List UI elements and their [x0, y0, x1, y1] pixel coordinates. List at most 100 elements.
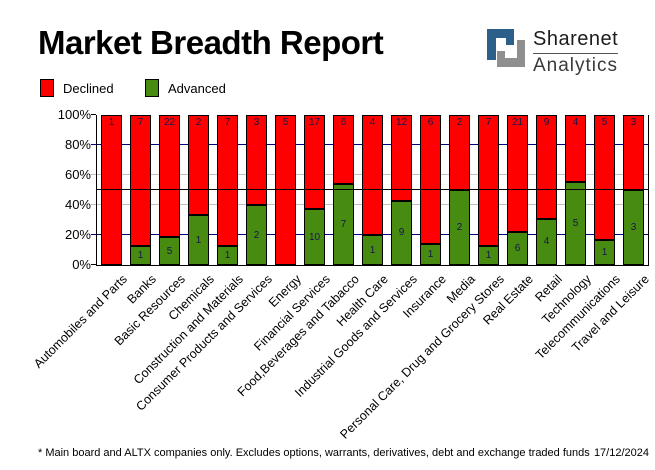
bar-value-advanced: 1 — [224, 250, 231, 262]
bar-value-declined: 6 — [340, 117, 347, 128]
bar-segment-advanced: 5 — [565, 181, 586, 265]
bar-value-declined: 17 — [308, 117, 321, 128]
bar-segment-declined: 3 — [623, 115, 644, 190]
y-axis-tick-100 — [91, 114, 96, 115]
bar-value-advanced: 10 — [308, 231, 321, 243]
bar-value-advanced: 5 — [572, 217, 579, 229]
bar-segment-advanced: 1 — [130, 246, 151, 265]
legend-label-declined: Declined — [63, 80, 114, 96]
advanced-swatch-icon — [145, 79, 159, 97]
bar-value-declined: 7 — [224, 117, 231, 128]
y-axis-label-60: 60% — [64, 167, 91, 182]
bar-value-declined: 2 — [195, 117, 202, 128]
bar-segment-declined: 7 — [217, 115, 238, 247]
bar-segment-declined: 7 — [478, 115, 499, 247]
bar-segment-advanced: 2 — [246, 205, 267, 265]
bar-segment-declined: 1 — [101, 115, 122, 265]
bar-segment-advanced: 1 — [594, 240, 615, 265]
bar-value-declined: 7 — [137, 117, 144, 128]
report-date: 17/12/2024 — [593, 447, 649, 459]
gridline-50 — [97, 189, 648, 190]
bar-value-declined: 21 — [511, 117, 524, 128]
chart-plot-area: 0% 20% 40% 60% 80% 100% 1 7 1 22 5 2 1 7 1 3 2 5 17 10 6 7 4 1 1… — [58, 107, 649, 272]
y-axis-tick-80 — [91, 144, 96, 145]
bar-financial-services: 17 10 — [304, 115, 325, 265]
bar-value-advanced: 9 — [398, 227, 405, 239]
bar-segment-advanced: 7 — [333, 184, 354, 265]
bar-value-advanced: 5 — [166, 245, 173, 257]
y-axis-tick-60 — [91, 174, 96, 175]
logo-text: Sharenet Analytics — [533, 28, 619, 77]
y-axis-label-20: 20% — [64, 227, 91, 242]
y-axis-tick-20 — [91, 234, 96, 235]
bar-value-advanced: 2 — [456, 222, 463, 233]
bar-segment-advanced: 3 — [623, 190, 644, 265]
bar-segment-declined: 17 — [304, 115, 325, 210]
bar-industrial-goods-and-services: 12 9 — [391, 115, 412, 265]
bar-segment-advanced: 2 — [449, 190, 470, 265]
y-axis-tick-0 — [91, 264, 96, 265]
bar-segment-advanced: 1 — [362, 235, 383, 265]
sharenet-logo-mark-icon — [486, 28, 526, 68]
y-axis-label-0: 0% — [72, 257, 91, 272]
bar-value-advanced: 7 — [340, 219, 347, 231]
bar-value-declined: 2 — [456, 117, 463, 128]
bar-segment-advanced: 10 — [304, 209, 325, 265]
bar-segment-declined: 5 — [594, 115, 615, 240]
bar-value-declined: 4 — [369, 117, 376, 128]
bar-value-advanced: 3 — [630, 222, 637, 233]
y-axis-label-100: 100% — [57, 107, 91, 122]
bar-segment-declined: 2 — [449, 115, 470, 190]
footnote: * Main board and ALTX companies only. Ex… — [38, 447, 590, 459]
bar-segment-advanced: 9 — [391, 200, 412, 265]
bar-segment-advanced: 4 — [536, 218, 557, 265]
bar-value-declined: 12 — [395, 117, 408, 128]
bar-value-declined: 6 — [427, 117, 434, 128]
bar-segment-advanced: 6 — [507, 231, 528, 265]
declined-swatch-icon — [40, 79, 54, 97]
bar-segment-advanced: 1 — [188, 215, 209, 265]
bar-segment-advanced: 5 — [159, 237, 180, 265]
bar-segment-declined: 7 — [130, 115, 151, 247]
bar-value-declined: 22 — [163, 117, 176, 128]
bar-segment-advanced: 1 — [420, 243, 441, 265]
bar-automobiles-and-parts: 1 — [101, 115, 122, 265]
bar-energy: 5 — [275, 115, 296, 265]
bar-value-advanced: 6 — [514, 242, 521, 254]
bar-segment-declined: 12 — [391, 115, 412, 201]
legend-item-declined: Declined — [40, 79, 114, 97]
bar-segment-declined: 6 — [333, 115, 354, 185]
bar-value-advanced: 4 — [543, 236, 550, 248]
logo-text-sharenet: Sharenet — [533, 28, 619, 54]
bar-value-declined: 3 — [253, 117, 260, 128]
legend-label-advanced: Advanced — [168, 80, 226, 96]
bar-value-advanced: 1 — [369, 244, 376, 256]
x-axis-labels: Automobiles and Parts Banks Basic Resource… — [0, 272, 655, 462]
bar-value-advanced: 1 — [601, 247, 608, 258]
bar-value-declined: 3 — [630, 117, 637, 128]
bar-segment-declined: 9 — [536, 115, 557, 219]
bar-basic-resources: 22 5 — [159, 115, 180, 265]
bar-value-advanced: 1 — [427, 248, 434, 260]
bar-segment-declined: 22 — [159, 115, 180, 238]
bar-segment-declined: 4 — [362, 115, 383, 235]
y-axis-label-80: 80% — [64, 137, 91, 152]
bar-segment-advanced: 1 — [217, 246, 238, 265]
sharenet-logo: Sharenet Analytics — [486, 28, 619, 77]
bar-real-estate: 21 6 — [507, 115, 528, 265]
bar-value-advanced: 1 — [485, 250, 492, 262]
bar-segment-advanced: 1 — [478, 246, 499, 265]
